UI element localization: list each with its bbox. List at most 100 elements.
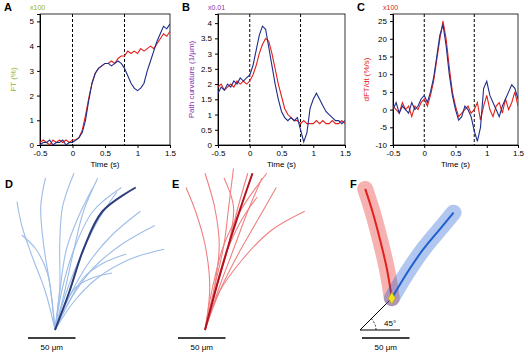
x-tick-label: 0 [71, 149, 76, 158]
panel: -0.500.511.5012345Ax100Time (s)FT (%) [4, 1, 177, 169]
x-tick: -0.5 [212, 145, 226, 158]
y-tick-mark [37, 145, 40, 146]
trajectory [205, 173, 267, 330]
y-axis-line [390, 15, 394, 146]
x-tick: 1 [136, 145, 141, 158]
y-tick-mark [390, 74, 393, 75]
y-tick-label: 0.5 [201, 126, 213, 135]
y-axis-line [37, 15, 41, 146]
y-axis: -10-50510152025 [375, 15, 393, 151]
y-tick-mark [37, 46, 40, 47]
y-tick: 1 [30, 116, 40, 125]
y-tick-label: 1 [208, 111, 213, 120]
scale-bar-label: 50 μm [375, 343, 398, 352]
x-axis-title: Time (s) [441, 160, 470, 169]
trajectory [55, 226, 155, 331]
x-axis-line [394, 146, 519, 149]
y-tick-label: 5 [30, 17, 35, 26]
y-tick: 0.5 [201, 126, 218, 135]
y-tick-mark [215, 130, 218, 131]
y-axis-title: dFT/dt (%/s) [362, 57, 371, 101]
y-multiplier: x100 [383, 4, 398, 11]
x-axis-title: Time (s) [267, 160, 296, 169]
plot-area [393, 14, 518, 145]
panel-label: F [350, 178, 357, 190]
panel-label: B [182, 1, 190, 13]
x-tick-mark [73, 145, 74, 148]
panel: -0.500.511.5-10-50510152025Cx100Time (s)… [357, 1, 525, 169]
trajectory [17, 202, 55, 330]
y-tick-label: 1.5 [201, 95, 213, 104]
x-axis-line [41, 146, 171, 149]
y-tick-mark [37, 21, 40, 22]
y-tick: 2 [30, 92, 40, 101]
y-tick: 5 [383, 88, 393, 97]
y-tick-mark [215, 145, 218, 146]
x-axis: -0.500.511.5 [212, 145, 352, 158]
y-tick: 3.5 [201, 34, 218, 43]
y-tick-mark [390, 127, 393, 128]
y-tick-label: 2 [208, 80, 213, 89]
event-line [124, 14, 125, 145]
angle-base [360, 330, 400, 331]
y-tick-label: 2 [30, 92, 35, 101]
series-line [393, 21, 518, 120]
y-tick: 2.5 [201, 65, 218, 74]
y-axis: 0 1 2 3 4 5 [30, 15, 41, 151]
x-tick-label: -0.5 [34, 149, 48, 158]
x-tick: 0 [248, 145, 253, 158]
x-tick-mark [518, 145, 519, 148]
x-tick-mark [105, 145, 106, 148]
x-tick: -0.5 [387, 145, 401, 158]
x-tick-mark [487, 145, 488, 148]
trajectory-band [365, 189, 392, 298]
x-tick-label: 0.5 [100, 149, 112, 158]
scale-bar [28, 337, 76, 339]
plot-frame [218, 14, 345, 145]
x-tick: 1 [485, 145, 490, 158]
y-tick: 0 [383, 106, 393, 115]
y-tick-label: 5 [383, 88, 388, 97]
y-tick: 0 [30, 141, 40, 150]
y-multiplier: x100 [30, 4, 45, 11]
y-tick-mark [215, 69, 218, 70]
x-tick-label: -0.5 [387, 149, 401, 158]
y-axis-line [215, 15, 219, 146]
y-tick-label: -5 [380, 123, 388, 132]
x-axis-title: Time (s) [90, 160, 119, 169]
scale-bar-label: 50 μm [191, 343, 214, 352]
y-tick-label: 15 [378, 53, 387, 62]
y-tick-mark [390, 21, 393, 22]
trajectory [186, 188, 210, 331]
plot-area [40, 14, 170, 145]
x-tick: 1 [312, 145, 317, 158]
x-tick-mark [282, 145, 283, 148]
y-tick: 4 [208, 19, 218, 28]
y-tick-label: 4 [208, 19, 213, 28]
y-tick: 3 [30, 67, 40, 76]
x-tick-mark [138, 145, 139, 148]
y-tick: -10 [375, 141, 393, 150]
y-tick-label: 3.5 [201, 34, 213, 43]
panel: D50 μm [5, 173, 164, 352]
y-tick: 25 [378, 17, 393, 26]
trajectory [55, 254, 126, 330]
event-line [424, 14, 425, 145]
x-tick-label: 1.5 [165, 149, 177, 158]
plot-area [17, 173, 164, 330]
y-tick-label: 0 [30, 141, 35, 150]
plot-area [218, 14, 345, 145]
trajectory [55, 188, 93, 331]
y-tick-label: 3 [208, 50, 213, 59]
trajectory [55, 188, 136, 331]
y-axis-title: FT (%) [9, 67, 18, 92]
x-tick-label: 1 [485, 149, 490, 158]
y-tick-mark [390, 92, 393, 93]
x-tick-label: 0.5 [276, 149, 288, 158]
y-tick-mark [215, 54, 218, 55]
y-tick: 4 [30, 42, 40, 51]
x-tick: 0.5 [450, 145, 462, 158]
trajectory [205, 173, 253, 330]
panel: -0.500.511.500.511.522.533.54Bx0.01Time … [182, 1, 352, 169]
y-tick-label: 0 [208, 141, 213, 150]
